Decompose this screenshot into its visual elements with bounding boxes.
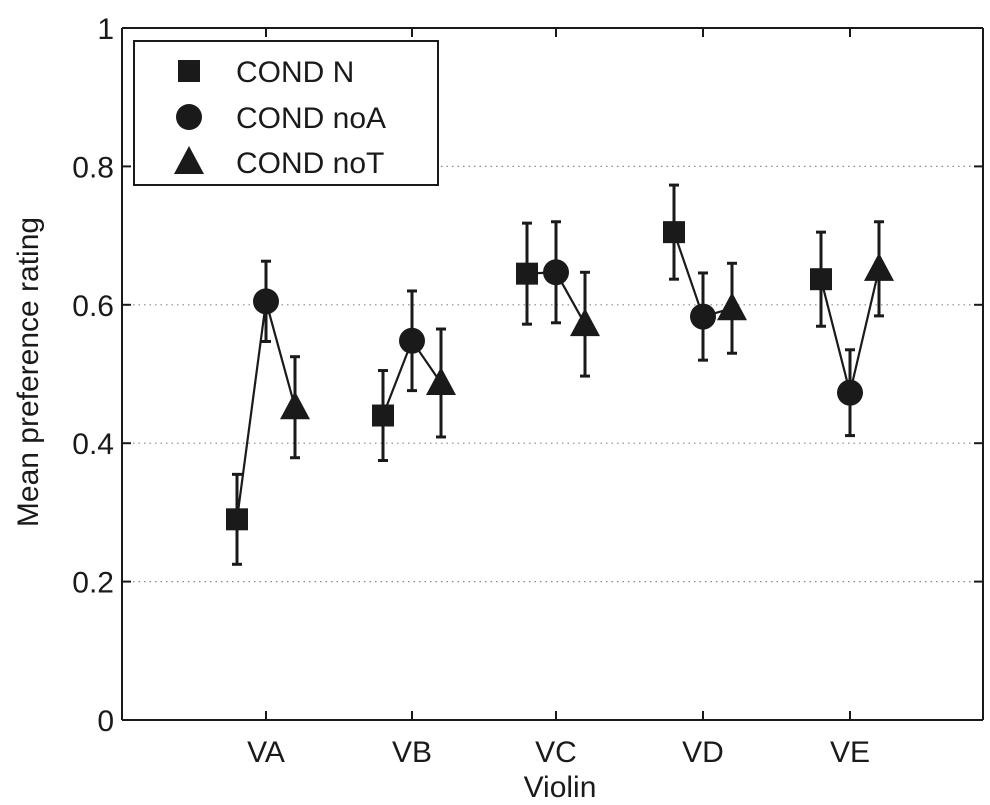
legend-label: COND noA — [236, 102, 386, 135]
data-markers — [226, 221, 894, 531]
square-point — [516, 262, 538, 285]
triangle-point — [280, 391, 310, 420]
legend: COND N COND noA COND noT — [133, 40, 439, 186]
triangle-point — [426, 366, 456, 395]
y-tick-label: 0.2 — [72, 567, 114, 600]
y-axis-label: Mean preference rating — [12, 217, 45, 527]
y-tick-label: 0.8 — [72, 151, 114, 184]
circle-point — [543, 259, 569, 286]
x-axis-label: Violin — [524, 771, 597, 804]
circle-point — [690, 303, 716, 330]
error-bars — [232, 183, 884, 566]
triangle-point — [717, 292, 747, 321]
triangle-point — [864, 252, 894, 281]
circle-point — [399, 327, 425, 354]
x-tick-label: VD — [682, 736, 724, 769]
legend-label: COND N — [236, 56, 354, 89]
x-tick-label: VA — [247, 736, 285, 769]
y-tick-label: 0 — [97, 705, 114, 738]
x-tick-label: VE — [830, 736, 870, 769]
y-tick-label: 0.4 — [72, 428, 114, 461]
axes — [121, 27, 984, 721]
square-point — [663, 221, 685, 244]
triangle-point — [570, 308, 600, 337]
legend-marker-circle — [176, 104, 202, 130]
square-point — [810, 268, 832, 291]
legend-marker-triangle — [174, 146, 204, 174]
circle-point — [253, 288, 279, 315]
square-point — [226, 508, 248, 531]
circle-point — [837, 379, 863, 406]
x-tick-label: VC — [535, 736, 577, 769]
y-tick-label: 1 — [97, 13, 114, 46]
square-point — [372, 404, 394, 427]
y-tick-label: 0.6 — [72, 290, 114, 323]
legend-marker-square — [178, 60, 200, 82]
x-tick-label: VB — [392, 736, 432, 769]
legend-label: COND noT — [236, 147, 384, 180]
tick-labels: 0 0.2 0.4 0.6 0.8 1 VA VB VC VD VE — [72, 13, 870, 769]
